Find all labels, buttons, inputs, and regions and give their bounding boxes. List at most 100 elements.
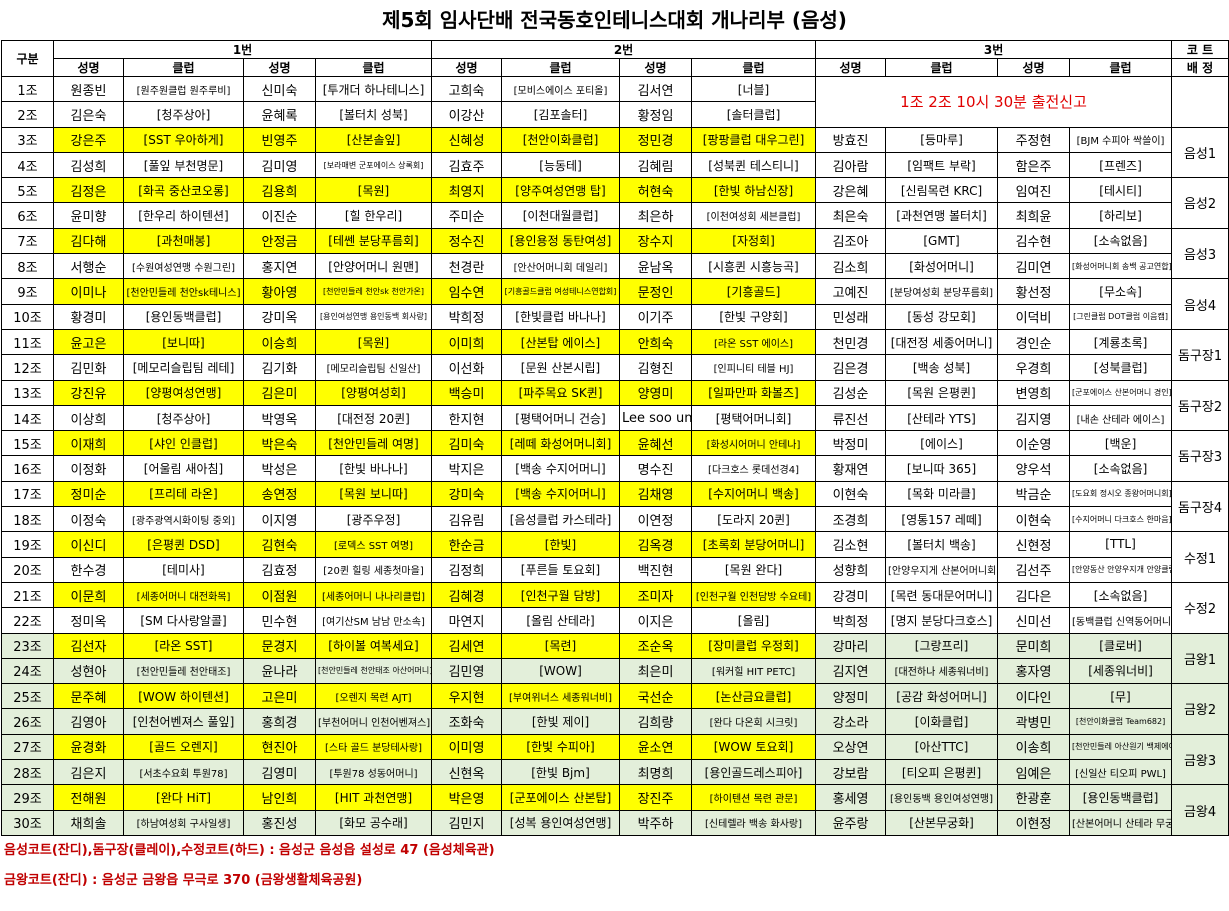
group-number: 12조: [1, 354, 54, 381]
player-club: [메모리슬립팀 레테]: [123, 354, 244, 381]
player-name: 이재희: [53, 430, 124, 457]
player-club: [SST 우아하게]: [123, 126, 244, 153]
group-number: 15조: [1, 430, 54, 457]
player-name: 김혜경: [431, 581, 503, 609]
player-club: [화성시어머니 안테나]: [691, 430, 817, 457]
player-club: [논산금요클럽]: [691, 683, 817, 710]
player-club: [공감 화성어머니]: [885, 683, 999, 710]
player-name: 남인희: [243, 784, 316, 811]
table-row: 1조 원종빈 [원주원클럽 원주루비] 신미숙 [투개더 하나테니스] 고희숙 [모비스에이…: [1, 75, 1229, 128]
player-club: [산본탑 에이스]: [501, 328, 621, 356]
group-number: 30조: [1, 809, 54, 836]
player-club: [이천대월클럽]: [501, 202, 621, 229]
player-name: 최은하: [619, 202, 693, 229]
player-name: 고희숙: [431, 75, 503, 103]
player-club: [WOW]: [501, 657, 621, 685]
player-club: [성북퀸 테스티니]: [691, 151, 817, 179]
club-header: 클럽: [501, 58, 621, 77]
player-club: [무소속]: [1069, 278, 1173, 305]
court-header-top: 코 트: [1171, 40, 1229, 59]
group-number: 22조: [1, 607, 54, 634]
table-row: 10조 황경미 [용인동백클럽] 강미옥 [용인여성연맹 용인동백 회사랑] 박희정 [한빛…: [1, 303, 1229, 330]
player-name: 김서연: [619, 75, 693, 103]
player-club: [소속없음]: [1069, 227, 1173, 255]
player-name: 강진유: [53, 379, 124, 406]
player-name: 윤나라: [243, 657, 316, 685]
player-club: [테쎈 분당푸름회]: [314, 227, 433, 255]
player-club: [어울림 새아침]: [123, 455, 244, 482]
player-club: [초록회 분당어머니]: [691, 531, 817, 558]
court-assignment: 수정1: [1171, 531, 1229, 583]
player-name: 박정미: [815, 430, 887, 457]
player-club: [과천매봉]: [123, 227, 244, 255]
player-club: [너블]: [691, 75, 817, 103]
table-row: 25조 문주혜 [WOW 하이텐션] 고은미 [오렌지 목련 AJT] 우지현 [부여위너스…: [1, 683, 1229, 735]
player-name: 김미연: [997, 253, 1071, 280]
player-club: [용인용정 동탄여성]: [501, 227, 621, 255]
player-name: 김지영: [997, 404, 1071, 432]
group-number: 23조: [1, 632, 54, 659]
player-club: [WOW 하이텐션]: [123, 683, 244, 710]
player-club: [솔터클럽]: [691, 101, 817, 128]
player-club: [SM 다사랑알콜]: [123, 607, 244, 634]
player-name: 김세연: [431, 632, 503, 659]
player-name: 이다인: [997, 683, 1071, 710]
player-club: [테시티]: [1069, 177, 1173, 204]
player-club: [레떼 화성어머니회]: [501, 430, 621, 457]
player-club: [인천구월 인천담방 수요테]: [691, 581, 817, 609]
player-club: [천안이화클럽 Team682]: [1069, 708, 1173, 735]
player-club: [다크호스 롯데선경4]: [691, 455, 817, 482]
player-name: 김미영: [243, 151, 316, 179]
player-name: 성향희: [815, 556, 887, 583]
group-number: 1조: [1, 75, 54, 103]
player-club: [완다 다온회 시크릿]: [691, 708, 817, 735]
table-row: 14조 이상희 [청주상아] 박영옥 [대전정 20퀸] 한지현 [평택어머니 건승] Lee…: [1, 404, 1229, 432]
player-club: [평택어머니회]: [691, 404, 817, 432]
player-name: 황선정: [997, 278, 1071, 305]
player-name: 안정금: [243, 227, 316, 255]
player-club: [올림 산테라]: [501, 607, 621, 634]
player-club: [양평여성회]: [314, 379, 433, 406]
table-row: 5조 김정은 [화곡 중산코오롱] 김용희 [목원] 최영지 [양주여성연맹 탑] 허현숙 [한…: [1, 177, 1229, 229]
player-club: [인천어벤져스 풀잎]: [123, 708, 244, 735]
player-club: [천안민들레 아산원기 백제에이스]: [1069, 733, 1173, 761]
player-club: [산본무궁화]: [885, 809, 999, 836]
player-club: [한빛 구양회]: [691, 303, 817, 330]
table-row: 11조 윤고은 [보니따] 이승희 [목원] 이미희 [산본탑 에이스] 안희숙 [라온 SST…: [1, 328, 1229, 381]
name-header: 성명: [997, 58, 1071, 77]
player-club: [20퀸 힐링 세종첫마을]: [314, 556, 433, 583]
player-club: [인피니티 테블 HJ]: [691, 354, 817, 381]
player-club: [과천연맹 볼터치]: [885, 202, 999, 229]
player-name: 강은혜: [815, 177, 887, 204]
player-club: [영통157 레떼]: [885, 506, 999, 533]
player-name: 장진주: [619, 784, 693, 811]
player-club: [천안민들레 천안sk테니스]: [123, 278, 244, 305]
player-club: [세종어머니 대전화목]: [123, 581, 244, 609]
slot1-header: 1번: [52, 40, 433, 59]
player-name: 고은미: [243, 683, 316, 710]
player-club: [능동테]: [501, 151, 621, 179]
player-club: [명지 분당다크호스]: [885, 607, 999, 634]
player-name: 김민영: [431, 657, 503, 685]
player-club: [용인동백 용인여성연맹]: [885, 784, 999, 811]
player-name: 현진아: [243, 733, 316, 761]
player-name: 김용희: [243, 177, 316, 204]
player-name: 문주혜: [53, 683, 124, 710]
player-club: [천안민들레 천안태조 아산어머니]: [314, 657, 433, 685]
player-name: Lee soo un yu: [619, 404, 693, 432]
player-name: 송연정: [243, 480, 316, 508]
player-club: [푸른들 토요회]: [501, 556, 621, 583]
group-number: 13조: [1, 379, 54, 406]
player-name: 윤주랑: [815, 809, 887, 836]
player-name: 주미순: [431, 202, 503, 229]
player-club: [한빛 바나나]: [314, 455, 433, 482]
player-name: 정미옥: [53, 607, 124, 634]
player-club: [목련]: [501, 632, 621, 659]
player-name: 임여진: [997, 177, 1071, 204]
player-name: 박금순: [997, 480, 1071, 508]
player-club: [기흥골드클럽 여성테니스연합회]: [501, 278, 621, 305]
player-name: 강보람: [815, 759, 887, 786]
court-assignment: 음성2: [1171, 177, 1229, 229]
player-club: [임팩트 부락]: [885, 151, 999, 179]
player-club: [천안민들레 여명]: [314, 430, 433, 457]
